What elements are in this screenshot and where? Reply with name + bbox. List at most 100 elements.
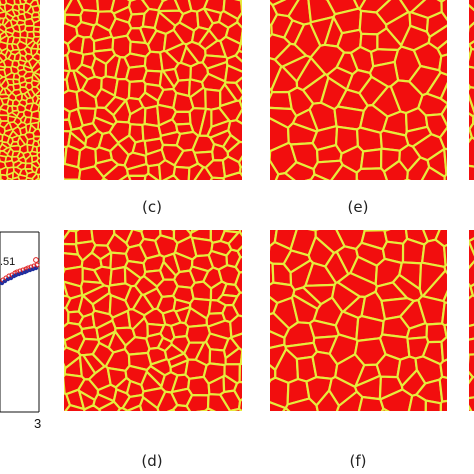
grain-cell [0, 68, 7, 78]
grain-map-svg [270, 230, 447, 411]
grain-cell [469, 337, 474, 356]
grain-cell [335, 390, 364, 411]
grain-cell [238, 362, 242, 384]
grain-cell [469, 0, 474, 12]
grain-cell [127, 174, 147, 180]
grain-map-svg [469, 230, 474, 411]
grain-cell [185, 394, 210, 411]
grain-cell [38, 128, 40, 133]
micrograph-panel-a [0, 0, 40, 180]
grain-cell [193, 166, 214, 180]
grain-cell [469, 136, 474, 168]
grain-cell [23, 17, 35, 27]
micrograph-panel-right-top-sliver [469, 0, 474, 180]
grain-cell [469, 65, 474, 89]
grain-cell [439, 399, 447, 411]
grain-cell [25, 177, 34, 180]
grain-cell [34, 177, 40, 180]
grain-cell [406, 156, 431, 180]
grain-cell [37, 137, 40, 147]
grain-cell [0, 178, 4, 180]
grain-cell [222, 171, 242, 180]
caption-e: (e) [347, 198, 369, 216]
plot-marker-red [33, 257, 39, 263]
grain-cell [440, 335, 447, 363]
grain-cell [64, 118, 73, 133]
grain-cell [443, 147, 447, 176]
micrograph-panel-c [64, 0, 242, 180]
grain-cell [424, 399, 442, 411]
grain-cell [443, 243, 447, 267]
grain-cell [439, 358, 447, 380]
grain-cell [37, 43, 40, 51]
grain-cell [83, 404, 102, 411]
micrograph-panel-f [270, 230, 447, 411]
grain-cell [143, 172, 160, 180]
grain-cell [326, 0, 360, 16]
grain-cell [380, 407, 390, 411]
grain-cell [228, 407, 242, 411]
grain-cell [234, 76, 242, 95]
grain-cell [443, 172, 447, 180]
grain-cell [312, 159, 344, 180]
grain-map-svg [0, 0, 40, 180]
grain-cell [37, 8, 40, 16]
grain-cell [359, 148, 383, 170]
grain-cell [11, 176, 21, 180]
grain-cell [162, 174, 180, 180]
grain-cell [440, 0, 447, 22]
grain-cell [38, 14, 40, 22]
grain-cell [172, 404, 191, 411]
grain-cell [469, 323, 474, 341]
grain-cell [443, 323, 447, 339]
grain-cell [138, 396, 160, 411]
grain-cell [0, 114, 9, 122]
grain-cell [438, 126, 447, 151]
grain-cell [64, 78, 70, 95]
grain-cell [102, 163, 130, 180]
grain-cell [38, 73, 40, 77]
grain-cell [173, 61, 193, 82]
plot-svg: .51 3 [0, 231, 41, 431]
grain-cell [229, 314, 242, 339]
grain-cell [190, 280, 213, 302]
grain-cell [469, 240, 474, 270]
grain-cell [239, 28, 242, 45]
plot-marker-red [34, 262, 40, 268]
grain-cell [37, 4, 40, 11]
caption-d: (d) [141, 452, 163, 470]
grain-cell [117, 407, 130, 411]
grain-cell [234, 49, 242, 63]
grain-map-svg [64, 230, 242, 411]
grain-cell [469, 164, 474, 180]
plot-annotation: .51 [0, 256, 15, 268]
grain-cell [204, 407, 216, 411]
grain-cell [126, 404, 143, 411]
grain-cell [469, 260, 474, 288]
grain-cell [469, 86, 474, 115]
grain-cell [204, 88, 222, 111]
plot-x-tick-label: 3 [34, 416, 41, 431]
grain-cell [469, 237, 474, 257]
grain-map-svg [270, 0, 447, 180]
grain-cell [64, 404, 86, 411]
grain-cell [240, 0, 242, 14]
grain-cell [97, 400, 122, 411]
caption-f: (f) [349, 452, 367, 470]
grain-cell [469, 122, 474, 141]
grain-cell [229, 332, 242, 352]
grain-cell [469, 283, 474, 298]
grain-cell [469, 396, 474, 411]
grain-cell [64, 162, 82, 180]
caption-c: (c) [142, 198, 162, 216]
grain-cell [35, 81, 40, 92]
grain-cell [236, 11, 242, 30]
grain-cell [37, 120, 40, 131]
grain-cell [237, 398, 242, 411]
grain-cell [469, 376, 474, 400]
grain-cell [438, 375, 447, 403]
grain-cell [469, 3, 474, 29]
grain-map-svg [469, 0, 474, 180]
micrograph-panel-e [270, 0, 447, 180]
grain-cell [355, 167, 389, 180]
